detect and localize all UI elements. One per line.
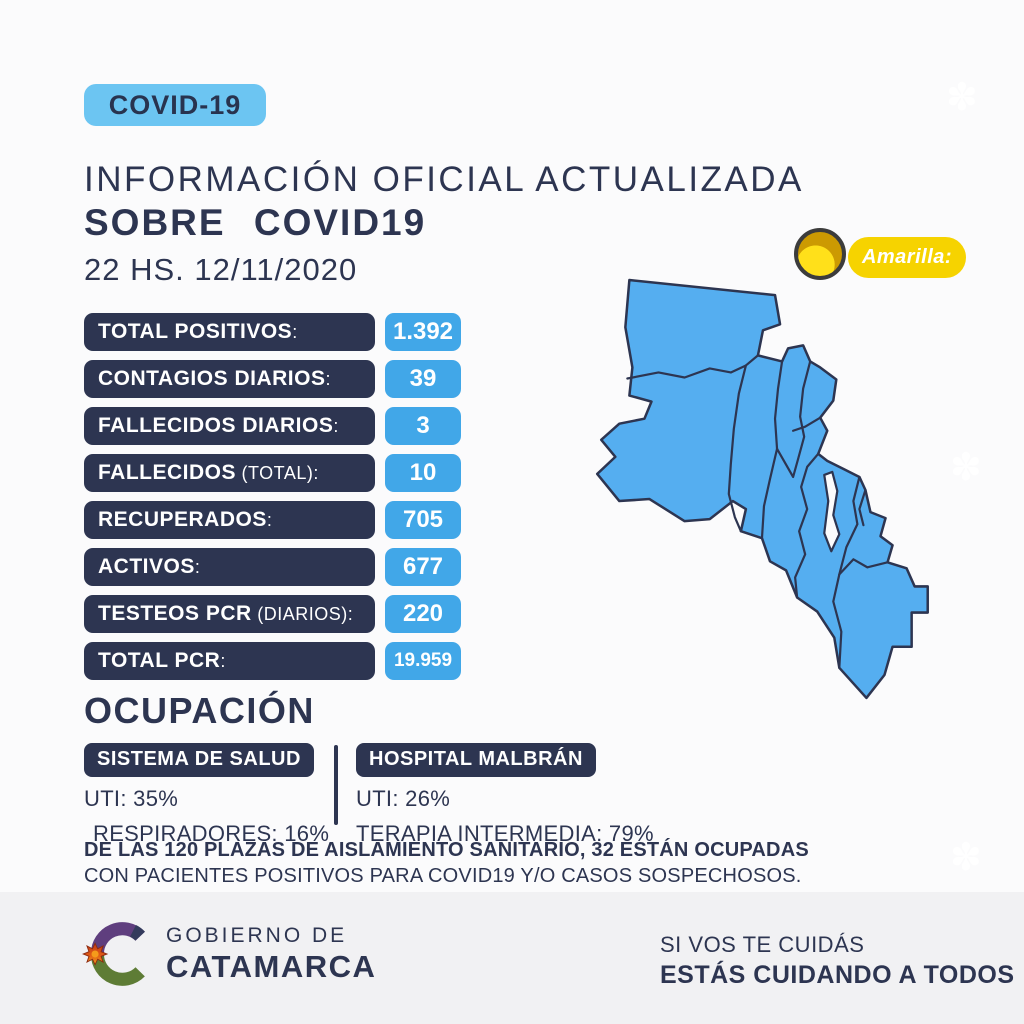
stat-value: 677 — [385, 548, 461, 586]
subtitle: SOBRE COVID19 — [84, 202, 427, 243]
logo-text-catamarca: CATAMARCA — [166, 948, 377, 984]
stat-label: RECUPERADOS: — [84, 501, 375, 539]
covid-19-badge: COVID-19 — [84, 84, 266, 126]
flower-watermark-icon: ✽ — [950, 447, 982, 489]
isolation-note-regular: CON PACIENTES POSITIVOS PARA COVID19 Y/O… — [84, 865, 802, 887]
slogan-line-2: ESTÁS CUIDANDO A TODOS — [660, 961, 1015, 989]
respiradores-stat: RESPIRADORES: 16% — [93, 821, 330, 846]
footer-slogan: SI VOS TE CUIDÁS ESTÁS CUIDANDO A TODOS — [660, 932, 1015, 990]
alert-level-sphere-icon — [794, 228, 846, 280]
stat-row-fallecidos-total: FALLECIDOS (TOTAL): 10 — [84, 454, 461, 492]
column-divider — [334, 745, 338, 825]
ocupacion-col-hospital-malbran: HOSPITAL MALBRÁN UTI: 26% TERAPIA INTERM… — [356, 743, 654, 847]
stat-label: TOTAL POSITIVOS: — [84, 313, 375, 351]
stat-label: FALLECIDOS (TOTAL): — [84, 454, 375, 492]
footer-bar: GOBIERNO DE CATAMARCA SI VOS TE CUIDÁS E… — [0, 892, 1024, 1024]
stat-value: 705 — [385, 501, 461, 539]
sistema-de-salud-header: SISTEMA DE SALUD — [84, 743, 314, 777]
stat-label: FALLECIDOS DIARIOS: — [84, 407, 375, 445]
stat-value: 19.959 — [385, 642, 461, 680]
hospital-malbran-header: HOSPITAL MALBRÁN — [356, 743, 596, 777]
main-title: INFORMACIÓN OFICIAL ACTUALIZADA — [84, 160, 804, 199]
ocupacion-columns: SISTEMA DE SALUD UTI: 35% RESPIRADORES: … — [84, 743, 654, 847]
stats-table: TOTAL POSITIVOS: 1.392 CONTAGIOS DIARIOS… — [84, 313, 461, 680]
flower-watermark-icon: ✽ — [950, 837, 982, 879]
stat-value: 3 — [385, 407, 461, 445]
stat-value: 220 — [385, 595, 461, 633]
stat-label: ACTIVOS: — [84, 548, 375, 586]
alert-level-badge: Amarilla: — [848, 237, 966, 278]
stat-row-recuperados: RECUPERADOS: 705 — [84, 501, 461, 539]
stat-label: TOTAL PCR: — [84, 642, 375, 680]
government-logo: GOBIERNO DE CATAMARCA — [82, 916, 376, 992]
report-datetime: 22 HS. 12/11/2020 — [84, 252, 358, 287]
stat-row-testeos-pcr: TESTEOS PCR (DIARIOS): 220 — [84, 595, 461, 633]
stat-row-activos: ACTIVOS: 677 — [84, 548, 461, 586]
stat-row-total-positivos: TOTAL POSITIVOS: 1.392 — [84, 313, 461, 351]
catamarca-province-map-icon — [588, 268, 950, 710]
stat-value: 39 — [385, 360, 461, 398]
stat-value: 1.392 — [385, 313, 461, 351]
stat-row-total-pcr: TOTAL PCR: 19.959 — [84, 642, 461, 680]
uti-stat: UTI: 35% — [84, 786, 179, 811]
stat-label: TESTEOS PCR (DIARIOS): — [84, 595, 375, 633]
flower-watermark-icon: ✽ — [946, 77, 978, 119]
terapia-intermedia-stat: TERAPIA INTERMEDIA: 79% — [356, 821, 654, 846]
uti-stat: UTI: 26% — [356, 786, 451, 811]
stat-label: CONTAGIOS DIARIOS: — [84, 360, 375, 398]
ocupacion-col-sistema-salud: SISTEMA DE SALUD UTI: 35% RESPIRADORES: … — [84, 743, 332, 847]
isolation-note-bold: DE LAS 120 PLAZAS DE AISLAMIENTO SANITAR… — [84, 839, 809, 861]
stat-value: 10 — [385, 454, 461, 492]
ocupacion-title: OCUPACIÓN — [84, 690, 315, 731]
stat-row-contagios-diarios: CONTAGIOS DIARIOS: 39 — [84, 360, 461, 398]
logo-c-icon — [82, 922, 145, 986]
slogan-line-1: SI VOS TE CUIDÁS — [660, 932, 865, 957]
logo-text-gobierno: GOBIERNO DE — [166, 923, 348, 947]
stat-row-fallecidos-diarios: FALLECIDOS DIARIOS: 3 — [84, 407, 461, 445]
